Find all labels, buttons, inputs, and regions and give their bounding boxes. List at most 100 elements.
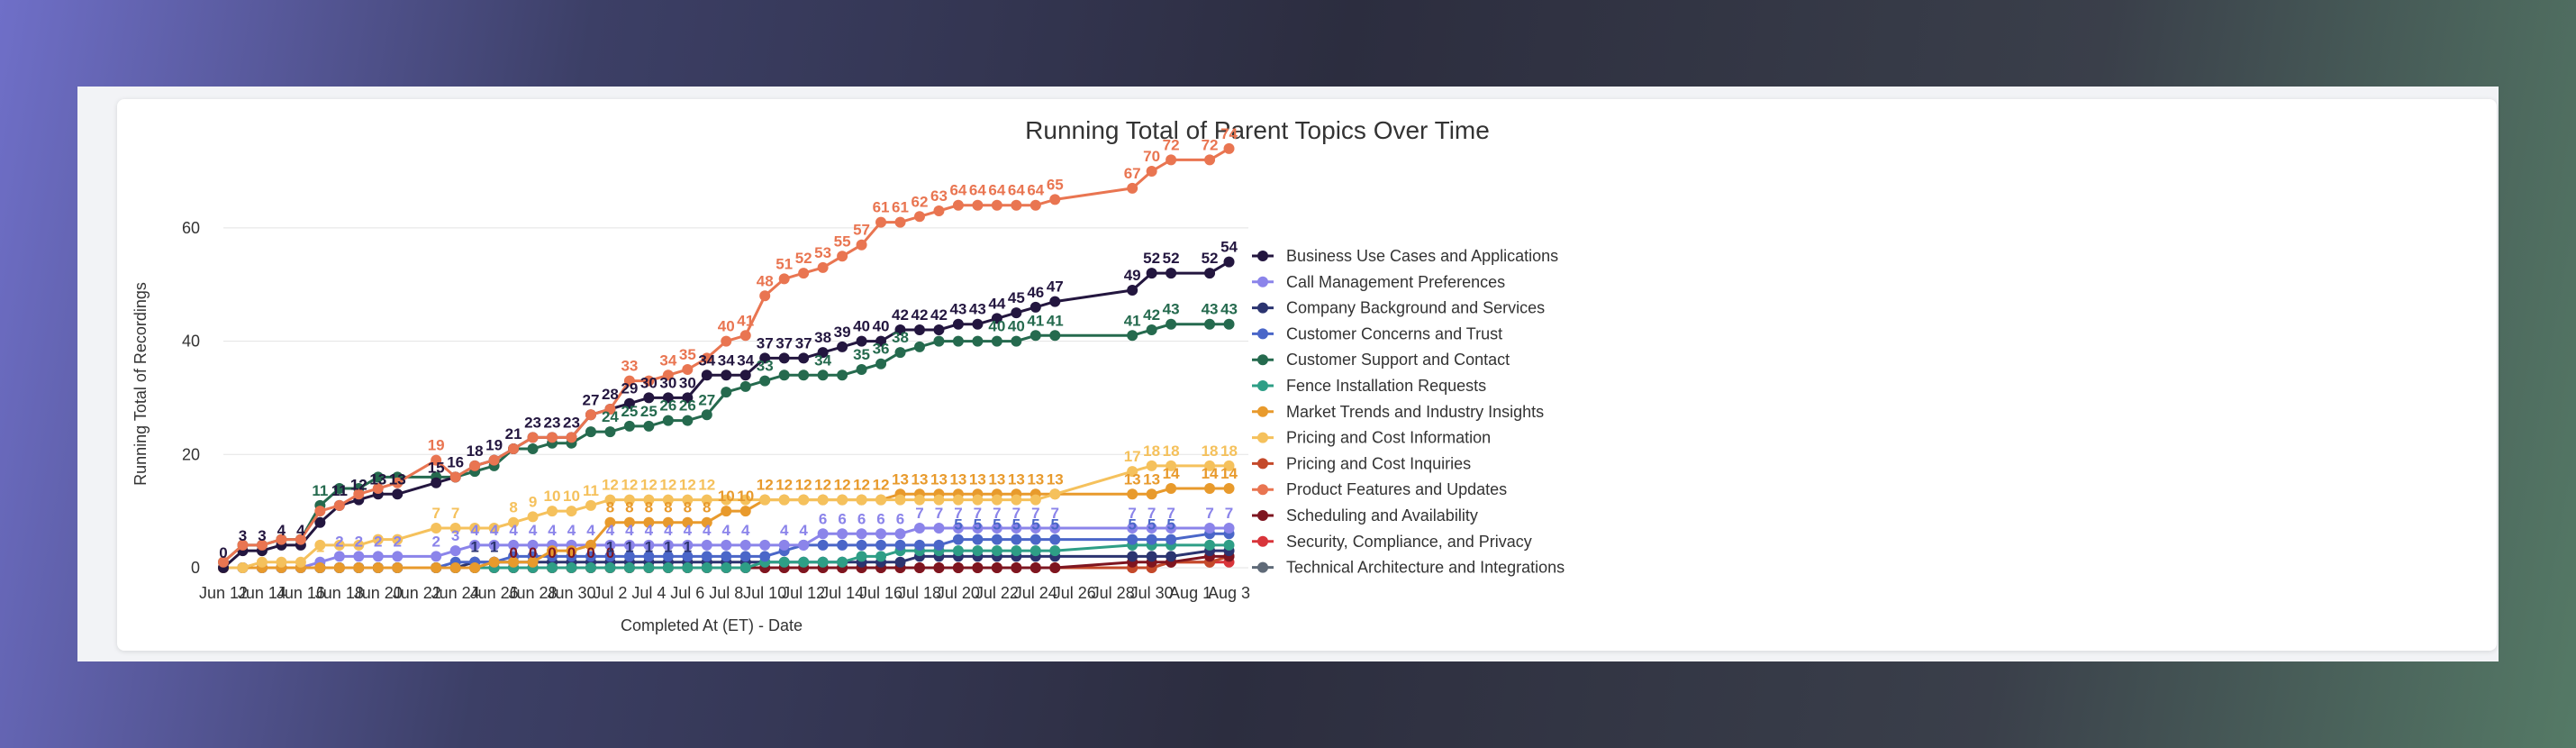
data-point[interactable]	[1011, 200, 1021, 211]
data-point[interactable]	[547, 562, 558, 573]
data-point[interactable]	[1011, 534, 1021, 545]
data-point[interactable]	[721, 551, 731, 561]
data-point[interactable]	[663, 415, 674, 426]
data-point[interactable]	[1049, 488, 1060, 499]
data-point[interactable]	[1030, 330, 1041, 341]
data-point[interactable]	[682, 364, 693, 375]
data-point[interactable]	[585, 426, 596, 437]
data-point[interactable]	[933, 205, 944, 216]
data-point[interactable]	[314, 506, 325, 516]
data-point[interactable]	[392, 488, 403, 499]
data-point[interactable]	[914, 324, 925, 335]
legend-item[interactable]: Company Background and Services	[1252, 299, 1545, 317]
legend-item[interactable]: Business Use Cases and Applications	[1252, 247, 1558, 265]
data-point[interactable]	[373, 551, 384, 561]
data-point[interactable]	[1049, 545, 1060, 556]
data-point[interactable]	[1127, 551, 1138, 561]
data-point[interactable]	[875, 551, 886, 561]
data-point[interactable]	[1127, 330, 1138, 341]
data-point[interactable]	[837, 342, 848, 352]
data-point[interactable]	[798, 369, 809, 380]
legend-item[interactable]: Market Trends and Industry Insights	[1252, 403, 1544, 421]
data-point[interactable]	[663, 562, 674, 573]
data-point[interactable]	[818, 495, 829, 506]
data-point[interactable]	[857, 495, 867, 506]
data-point[interactable]	[992, 200, 1002, 211]
legend-item[interactable]: Call Management Preferences	[1252, 273, 1505, 291]
data-point[interactable]	[1204, 523, 1215, 534]
data-point[interactable]	[933, 495, 944, 506]
data-point[interactable]	[1166, 154, 1176, 165]
data-point[interactable]	[1166, 319, 1176, 330]
data-point[interactable]	[1049, 194, 1060, 205]
data-point[interactable]	[759, 376, 770, 387]
data-point[interactable]	[1166, 534, 1176, 545]
data-point[interactable]	[1224, 319, 1235, 330]
data-point[interactable]	[1127, 488, 1138, 499]
data-point[interactable]	[1224, 143, 1235, 154]
data-point[interactable]	[818, 369, 829, 380]
data-point[interactable]	[489, 455, 500, 466]
data-point[interactable]	[1204, 483, 1215, 494]
data-point[interactable]	[759, 290, 770, 301]
legend-item[interactable]: Customer Support and Contact	[1252, 351, 1510, 369]
data-point[interactable]	[779, 273, 790, 284]
data-point[interactable]	[972, 534, 983, 545]
data-point[interactable]	[1166, 483, 1176, 494]
data-point[interactable]	[1166, 268, 1176, 278]
data-point[interactable]	[857, 240, 867, 251]
data-point[interactable]	[837, 557, 848, 568]
data-point[interactable]	[798, 268, 809, 278]
data-point[interactable]	[508, 443, 519, 454]
data-point[interactable]	[972, 336, 983, 347]
data-point[interactable]	[469, 461, 480, 471]
data-point[interactable]	[972, 562, 983, 573]
data-point[interactable]	[933, 336, 944, 347]
data-point[interactable]	[334, 500, 345, 511]
data-point[interactable]	[1049, 534, 1060, 545]
data-point[interactable]	[857, 528, 867, 539]
data-point[interactable]	[528, 443, 539, 454]
data-point[interactable]	[740, 506, 751, 516]
data-point[interactable]	[1049, 296, 1060, 307]
data-point[interactable]	[740, 540, 751, 551]
data-point[interactable]	[837, 251, 848, 261]
data-point[interactable]	[721, 562, 731, 573]
data-point[interactable]	[450, 545, 461, 556]
data-point[interactable]	[702, 369, 712, 380]
data-point[interactable]	[933, 540, 944, 551]
data-point[interactable]	[353, 562, 364, 573]
data-point[interactable]	[1011, 545, 1021, 556]
data-point[interactable]	[759, 551, 770, 561]
data-point[interactable]	[392, 551, 403, 561]
data-point[interactable]	[334, 551, 345, 561]
data-point[interactable]	[566, 506, 576, 516]
data-point[interactable]	[992, 336, 1002, 347]
data-point[interactable]	[585, 500, 596, 511]
data-point[interactable]	[953, 534, 964, 545]
data-point[interactable]	[682, 562, 693, 573]
data-point[interactable]	[1147, 268, 1157, 278]
data-point[interactable]	[798, 495, 809, 506]
data-point[interactable]	[837, 540, 848, 551]
data-point[interactable]	[1204, 319, 1215, 330]
data-point[interactable]	[1147, 488, 1157, 499]
data-point[interactable]	[702, 409, 712, 420]
data-point[interactable]	[972, 495, 983, 506]
data-point[interactable]	[702, 562, 712, 573]
data-point[interactable]	[857, 540, 867, 551]
data-point[interactable]	[1204, 154, 1215, 165]
data-point[interactable]	[604, 562, 615, 573]
data-point[interactable]	[314, 562, 325, 573]
data-point[interactable]	[721, 540, 731, 551]
data-point[interactable]	[257, 557, 268, 568]
data-point[interactable]	[1127, 183, 1138, 194]
data-point[interactable]	[992, 545, 1002, 556]
data-point[interactable]	[431, 562, 441, 573]
data-point[interactable]	[798, 352, 809, 363]
data-point[interactable]	[450, 562, 461, 573]
data-point[interactable]	[1147, 166, 1157, 177]
data-point[interactable]	[1147, 534, 1157, 545]
data-point[interactable]	[914, 540, 925, 551]
data-point[interactable]	[431, 551, 441, 561]
